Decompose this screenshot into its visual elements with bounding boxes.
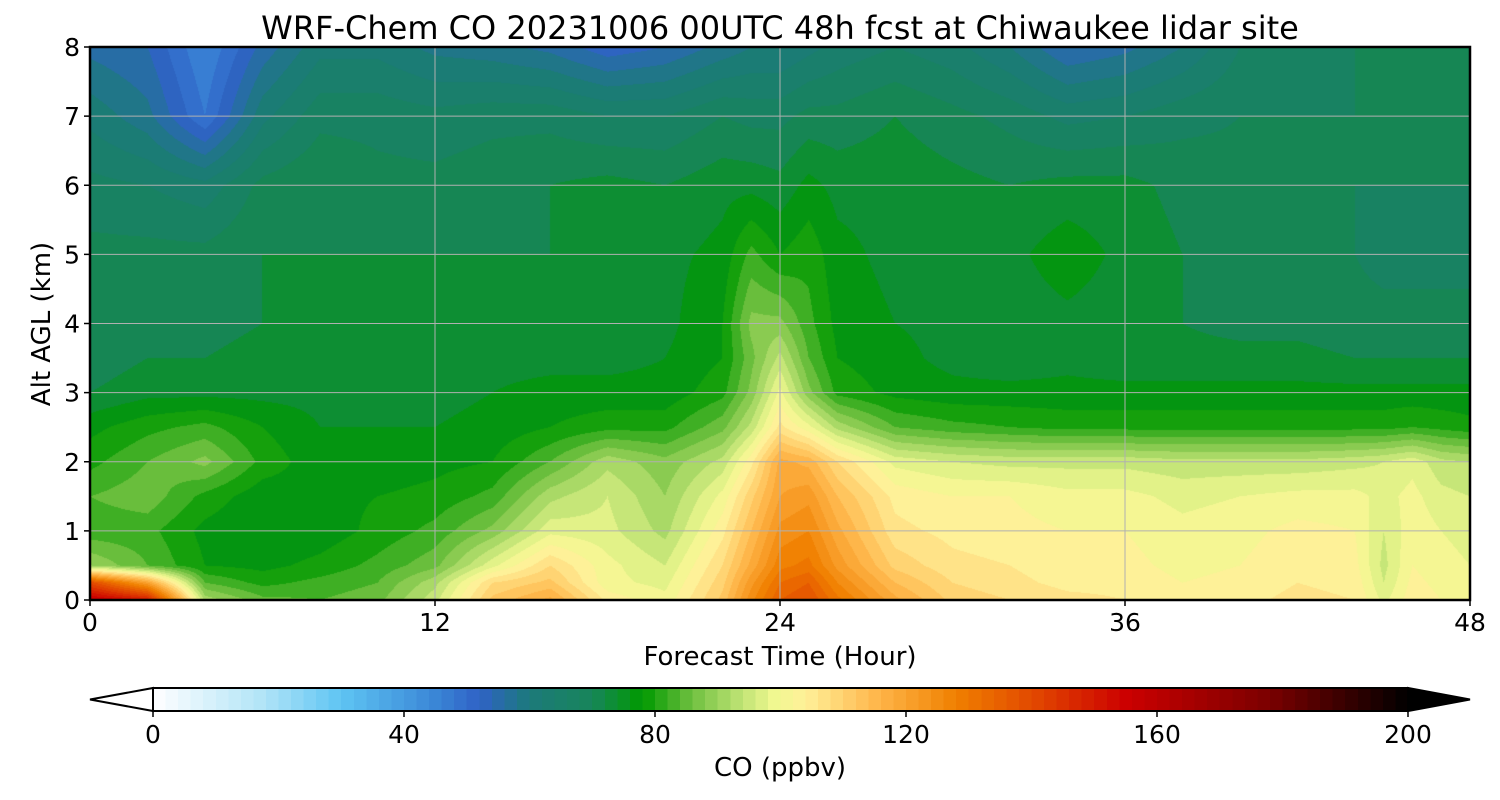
colorbar: 0 40 80 120 160 200 CO (ppbv)	[89, 686, 1471, 783]
colorbar-tick-label: 0	[145, 720, 161, 749]
chart-title: WRF-Chem CO 20231006 00UTC 48h fcst at C…	[261, 9, 1299, 47]
x-tick-label: 24	[764, 608, 796, 637]
y-tick-label: 7	[64, 102, 80, 131]
colorbar-extend-min	[89, 686, 154, 713]
y-tick-label: 6	[64, 171, 80, 200]
y-axis-label: Alt AGL (km)	[27, 242, 57, 406]
colorbar-tick-label: 200	[1384, 720, 1432, 749]
y-tick-label: 3	[64, 379, 80, 408]
x-axis-label: Forecast Time (Hour)	[643, 642, 916, 672]
colorbar-tick-label: 80	[639, 720, 671, 749]
colorbar-label: CO (ppbv)	[714, 753, 846, 783]
y-tick-label: 5	[64, 240, 80, 269]
y-tick-label: 1	[64, 517, 80, 546]
x-tick-label: 36	[1109, 608, 1141, 637]
colorbar-ticks: 0 40 80 120 160 200	[145, 711, 1432, 749]
y-tick-label: 0	[64, 586, 80, 615]
x-tick-label: 0	[82, 608, 98, 637]
y-tick-label: 4	[64, 310, 80, 339]
x-tick-label: 12	[419, 608, 451, 637]
y-tick-label: 2	[64, 448, 80, 477]
colorbar-tick-label: 160	[1133, 720, 1181, 749]
y-tick-label: 8	[64, 33, 80, 62]
x-tick-label: 48	[1454, 608, 1486, 637]
colorbar-body	[152, 687, 1409, 712]
colorbar-tick-label: 40	[388, 720, 420, 749]
x-axis-ticks: 0 12 24 36 48	[82, 600, 1486, 637]
colorbar-tick-label: 120	[882, 720, 930, 749]
colorbar-extend-max	[1407, 686, 1471, 713]
y-axis-ticks: 0 1 2 3 4 5 6 7 8	[64, 33, 90, 615]
